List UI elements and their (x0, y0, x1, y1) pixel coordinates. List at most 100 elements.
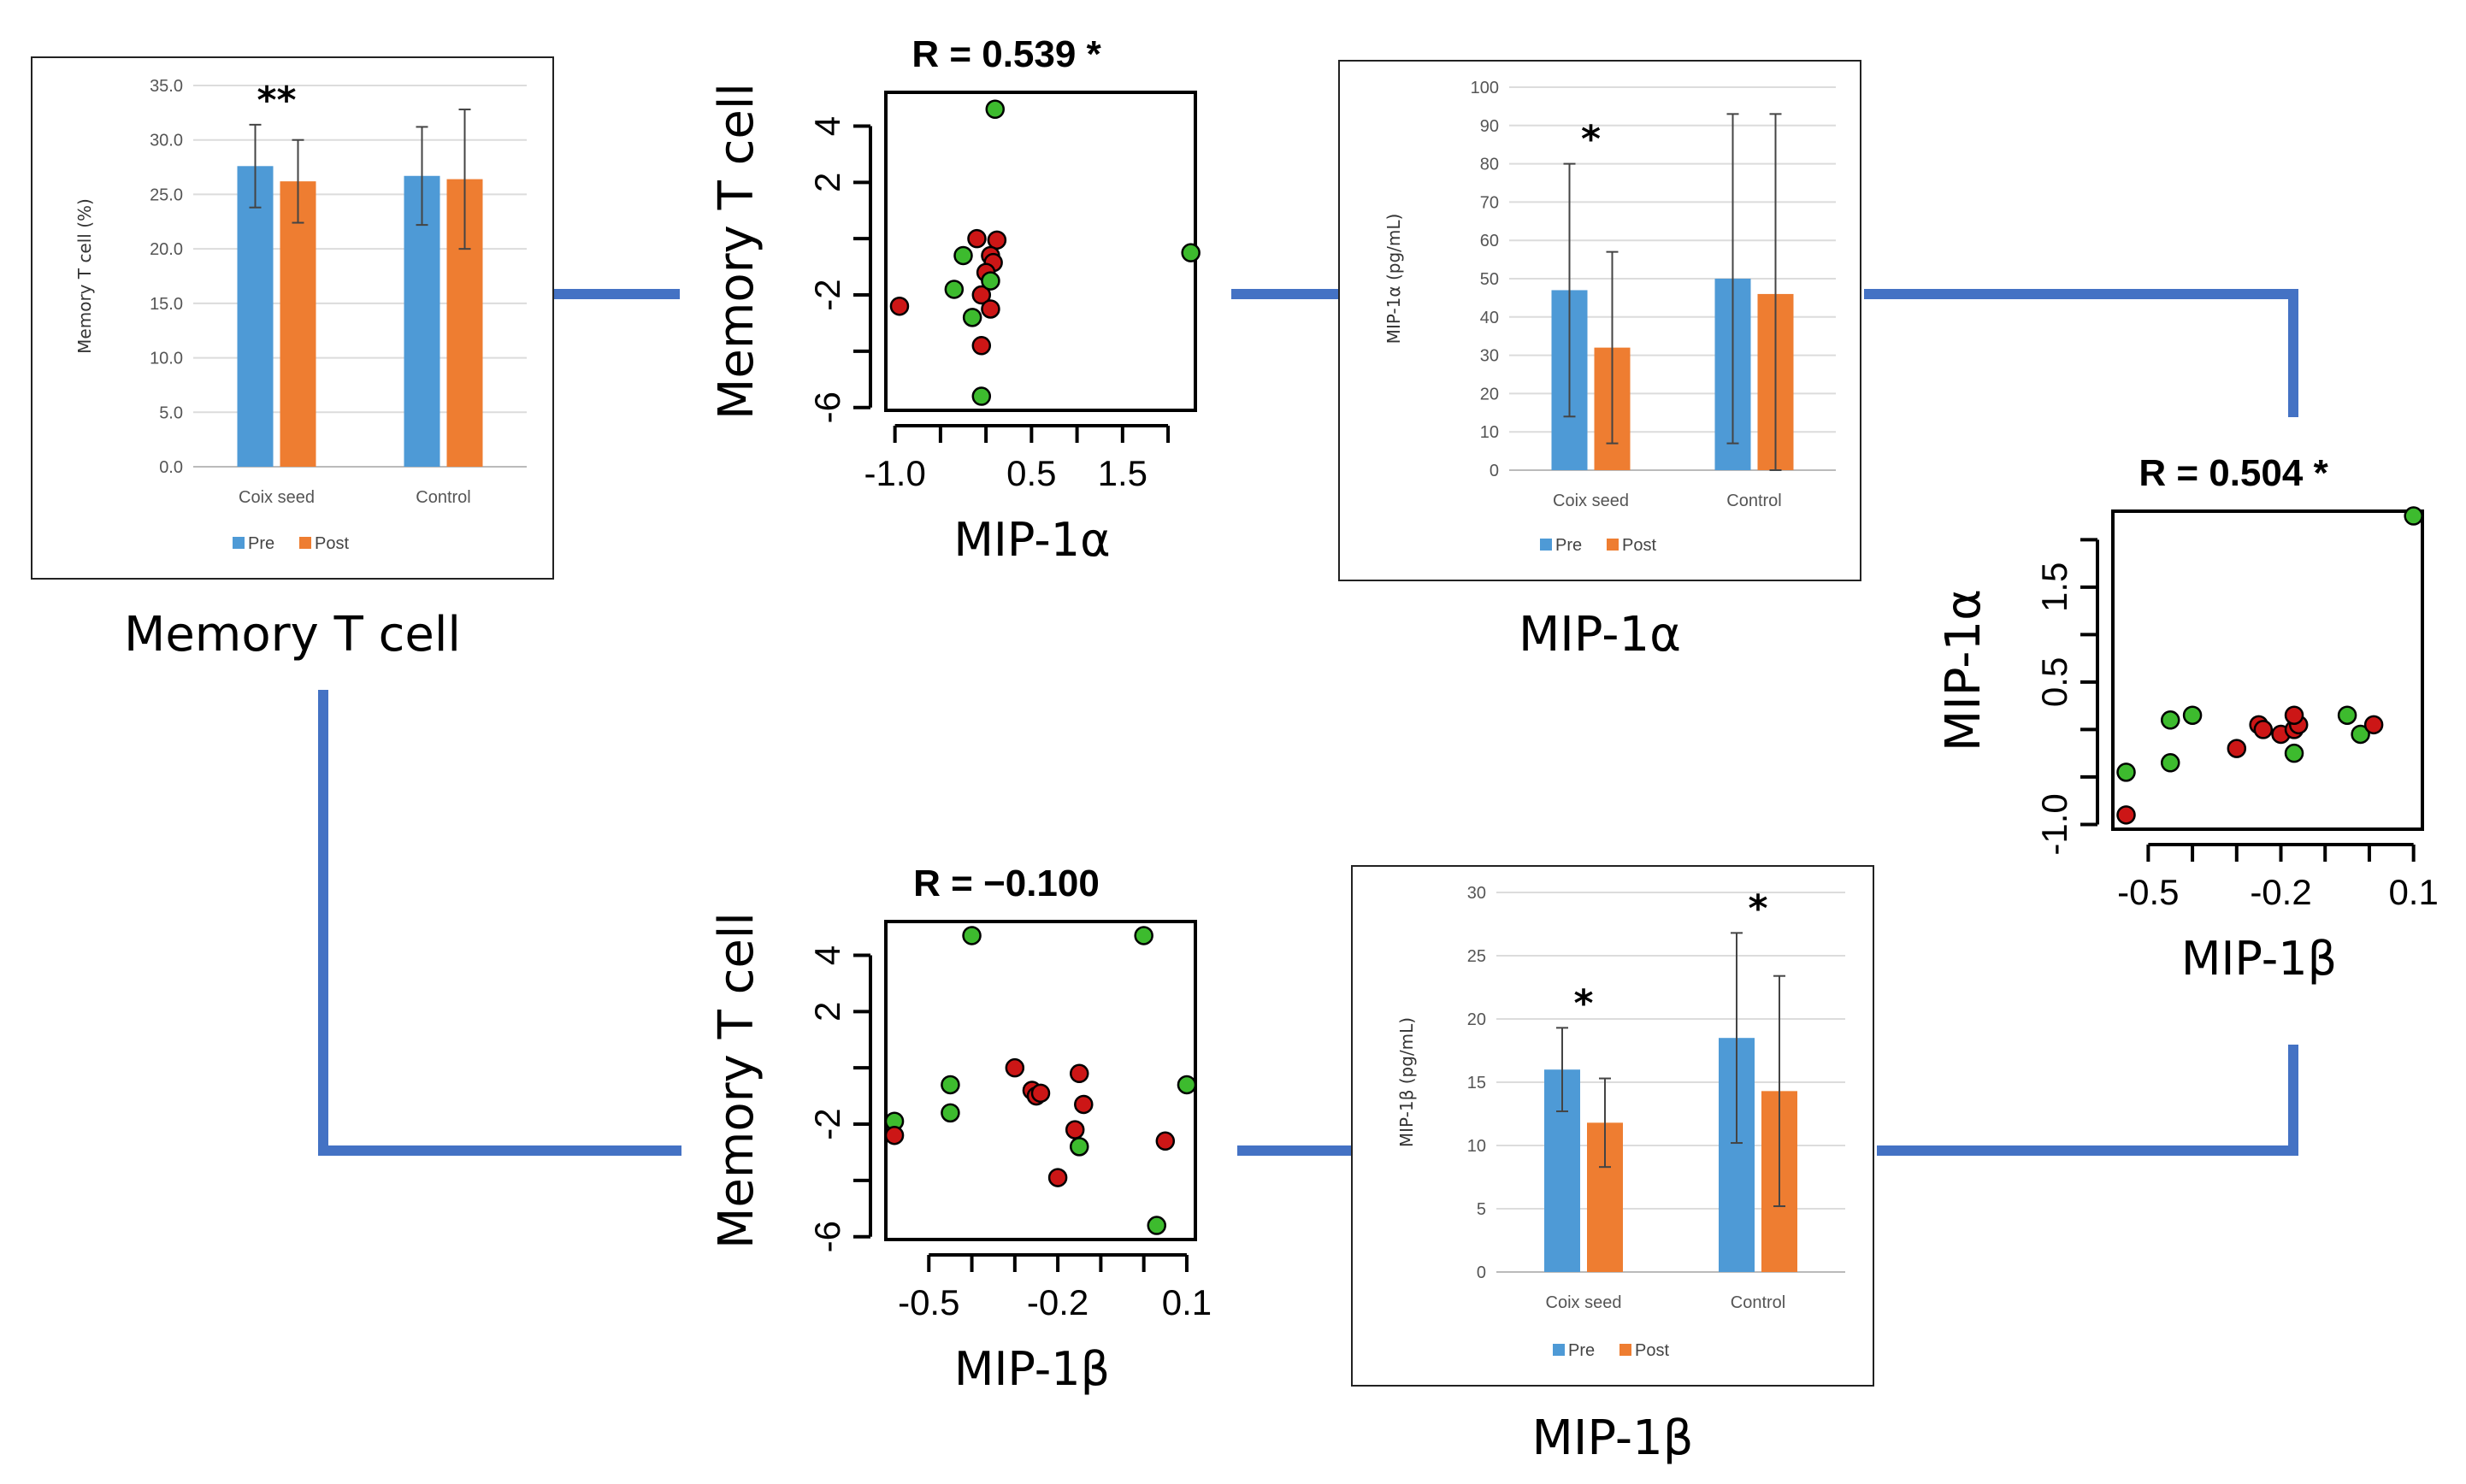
y-tick-label: 4 (807, 116, 847, 136)
bar-post-0 (280, 181, 316, 467)
legend-label-pre: Pre (1568, 1341, 1595, 1360)
x-tick-label: -0.2 (1027, 1282, 1088, 1322)
y-tick-label: 100 (1471, 79, 1499, 97)
y-tick-label: 5.0 (159, 403, 183, 422)
x-category-label: Control (416, 488, 470, 507)
y-tick-label: 60 (1480, 232, 1499, 250)
x-category-label: Control (1726, 492, 1781, 510)
caption-memory-t-cell: Memory T cell (124, 607, 461, 662)
y-tick-label: 35.0 (150, 77, 183, 96)
y-tick-label: 50 (1480, 270, 1499, 289)
bar-chart-mip1b: 0 5 10 15 20 25 30 MIP-1β (pg/mL) Coix seed Contr… (1351, 865, 1874, 1387)
scatter-title: R = 0.539 * (911, 33, 1101, 75)
legend-swatch-post (299, 537, 311, 549)
legend-label-post: Post (1635, 1341, 1669, 1360)
scatter-memory-vs-mip1b: R = −0.100 -0.5 -0.2 0.1 -6 -2 2 4 MIP-1β Memory … (709, 863, 1212, 1396)
data-point-green (1070, 1137, 1089, 1157)
data-point-red (1030, 1083, 1051, 1104)
caption-mip1a: MIP-1α (1518, 607, 1682, 662)
y-axis-label: MIP-1β (pg/mL) (1396, 1017, 1417, 1147)
legend-label-post: Post (1622, 536, 1656, 555)
data-point-green (962, 926, 982, 945)
data-point-green (2160, 753, 2180, 773)
y-tick-label: 80 (1480, 156, 1499, 174)
y-tick-label: 30 (1467, 884, 1486, 903)
y-tick-label: 0.5 (2034, 657, 2074, 707)
y-tick-label: 15.0 (150, 295, 183, 314)
y-axis-label: Memory T cell (709, 83, 764, 420)
x-category-label: Coix seed (239, 488, 315, 507)
y-tick-label: 30.0 (150, 132, 183, 150)
significance-marker: ** (257, 79, 296, 122)
data-point-red (1065, 1120, 1085, 1140)
y-tick-label: -6 (807, 1221, 847, 1252)
data-point-red (2363, 715, 2384, 735)
x-tick-label: 0.5 (1006, 453, 1056, 493)
connector-mip1b-to-scatter2 (1877, 1045, 2298, 1156)
legend-label-pre: Pre (248, 534, 274, 553)
y-tick-label: 30 (1480, 347, 1499, 366)
y-tick-label: 0 (1490, 462, 1499, 480)
bar-chart-mip1a: 0 10 20 30 40 50 60 70 80 90 100 MIP-1α (pg/mL) Coix… (1338, 60, 1861, 581)
scatter-title: R = −0.100 (913, 863, 1100, 904)
connector-mip1a-to-scatter2 (1864, 289, 2298, 417)
data-point-red (1074, 1094, 1094, 1115)
data-point-green (2284, 743, 2304, 763)
legend-swatch-post (1607, 539, 1619, 551)
y-tick-label: 5 (1477, 1200, 1486, 1219)
data-point-green (985, 99, 1006, 120)
data-point-green (2160, 710, 2180, 730)
y-tick-label: -6 (807, 392, 847, 423)
data-point-green (2404, 506, 2423, 526)
x-tick-label: 1.5 (1098, 453, 1147, 493)
y-tick-label: 20 (1480, 385, 1499, 403)
y-tick-label: 10 (1467, 1137, 1486, 1156)
y-tick-label: 10.0 (150, 350, 183, 368)
data-point-green (1147, 1216, 1166, 1235)
data-point-red (2227, 739, 2247, 758)
data-point-red (967, 228, 987, 249)
scatter-memory-vs-mip1a: R = 0.539 * -1.0 0.5 1.5 -6 -2 2 4 MIP-1α Memory … (709, 33, 1201, 567)
y-axis-label: Memory T cell (709, 912, 764, 1249)
x-tick-label: -1.0 (864, 453, 925, 493)
y-tick-label: 2 (807, 173, 847, 192)
caption-mip1b: MIP-1β (1531, 1410, 1694, 1466)
x-axis-label: MIP-1β (954, 1342, 1110, 1396)
plot-frame (884, 91, 1197, 412)
x-tick-label: 0.1 (2388, 872, 2438, 912)
data-point-red (2253, 720, 2274, 739)
y-tick-label: 25.0 (150, 186, 183, 204)
plot-frame (2111, 509, 2424, 831)
legend-swatch-pre (1540, 539, 1552, 551)
y-tick-label: 1.5 (2034, 562, 2074, 612)
bar-pre-0 (237, 166, 274, 467)
data-point-red (1047, 1168, 1068, 1187)
data-point-red (971, 285, 992, 305)
plot-frame (884, 920, 1197, 1241)
y-axis-label: Memory T cell (%) (74, 198, 95, 354)
data-point-red (884, 1125, 905, 1145)
data-point-red (971, 336, 992, 356)
data-point-green (971, 386, 992, 406)
data-point-green (944, 280, 965, 299)
x-tick-label: -0.5 (2117, 872, 2179, 912)
y-axis-label: MIP-1α (pg/mL) (1383, 214, 1404, 344)
data-point-red (1005, 1057, 1025, 1078)
data-point-green (953, 245, 973, 266)
data-point-red (2116, 805, 2136, 825)
y-tick-label: 0 (1477, 1263, 1486, 1282)
x-tick-label: -0.5 (898, 1282, 959, 1322)
y-tick-label: 90 (1480, 117, 1499, 136)
x-category-label: Control (1731, 1293, 1785, 1312)
y-axis-label: MIP-1α (1936, 589, 1991, 751)
x-axis-label: MIP-1α (953, 513, 1110, 567)
x-category-label: Coix seed (1546, 1293, 1622, 1312)
scatter-title: R = 0.504 * (2139, 452, 2328, 494)
data-point-red (889, 296, 910, 316)
x-tick-label: -0.2 (2250, 872, 2311, 912)
data-point-red (981, 299, 1000, 319)
data-point-green (1181, 243, 1201, 262)
legend-label-pre: Pre (1555, 536, 1582, 555)
y-tick-label: -2 (807, 279, 847, 310)
y-tick-label: 70 (1480, 193, 1499, 212)
